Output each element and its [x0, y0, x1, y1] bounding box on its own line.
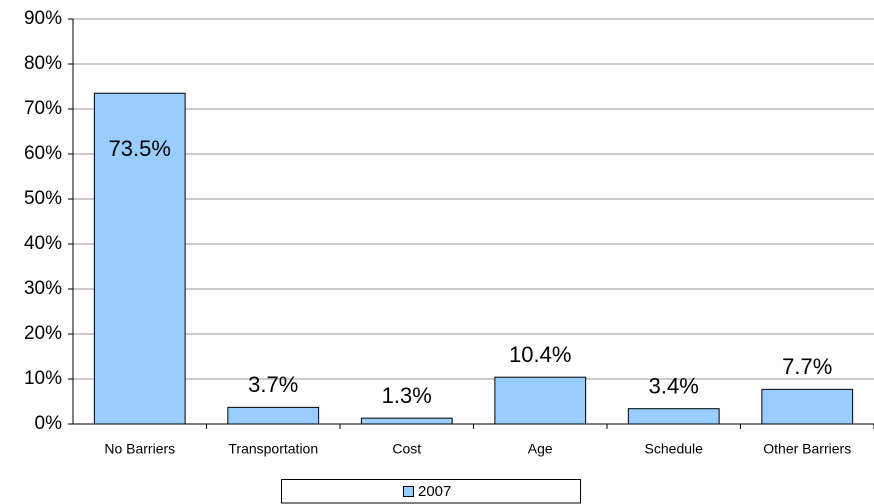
x-tick-label: Transportation [228, 441, 318, 457]
bar [227, 406, 320, 425]
legend-box [281, 479, 581, 504]
legend-swatch [403, 486, 414, 497]
y-tick-label: 90% [24, 8, 62, 29]
bar [93, 92, 186, 425]
legend-label: 2007 [418, 483, 451, 500]
y-tick-label: 50% [24, 188, 62, 209]
y-tick-label: 0% [35, 413, 63, 434]
x-tick-label: Age [528, 441, 553, 457]
data-label: 10.4% [509, 342, 571, 367]
bar [360, 417, 453, 425]
data-label: 7.7% [782, 354, 832, 379]
data-label: 3.7% [248, 372, 298, 397]
x-tick-label: No Barriers [104, 441, 175, 457]
bar [494, 376, 587, 425]
y-tick-label: 80% [24, 53, 62, 74]
bar [627, 408, 720, 425]
x-tick-label: Cost [392, 441, 421, 457]
y-tick-label: 20% [24, 323, 62, 344]
x-tick-label: Other Barriers [763, 441, 851, 457]
bar [761, 388, 854, 425]
data-label: 3.4% [649, 374, 699, 399]
y-tick-label: 30% [24, 278, 62, 299]
y-tick-label: 60% [24, 143, 62, 164]
y-tick-label: 40% [24, 233, 62, 254]
y-tick-label: 10% [24, 368, 62, 389]
y-tick-label: 70% [24, 98, 62, 119]
data-label: 1.3% [382, 383, 432, 408]
x-tick-label: Schedule [645, 441, 704, 457]
data-label: 73.5% [109, 136, 171, 161]
